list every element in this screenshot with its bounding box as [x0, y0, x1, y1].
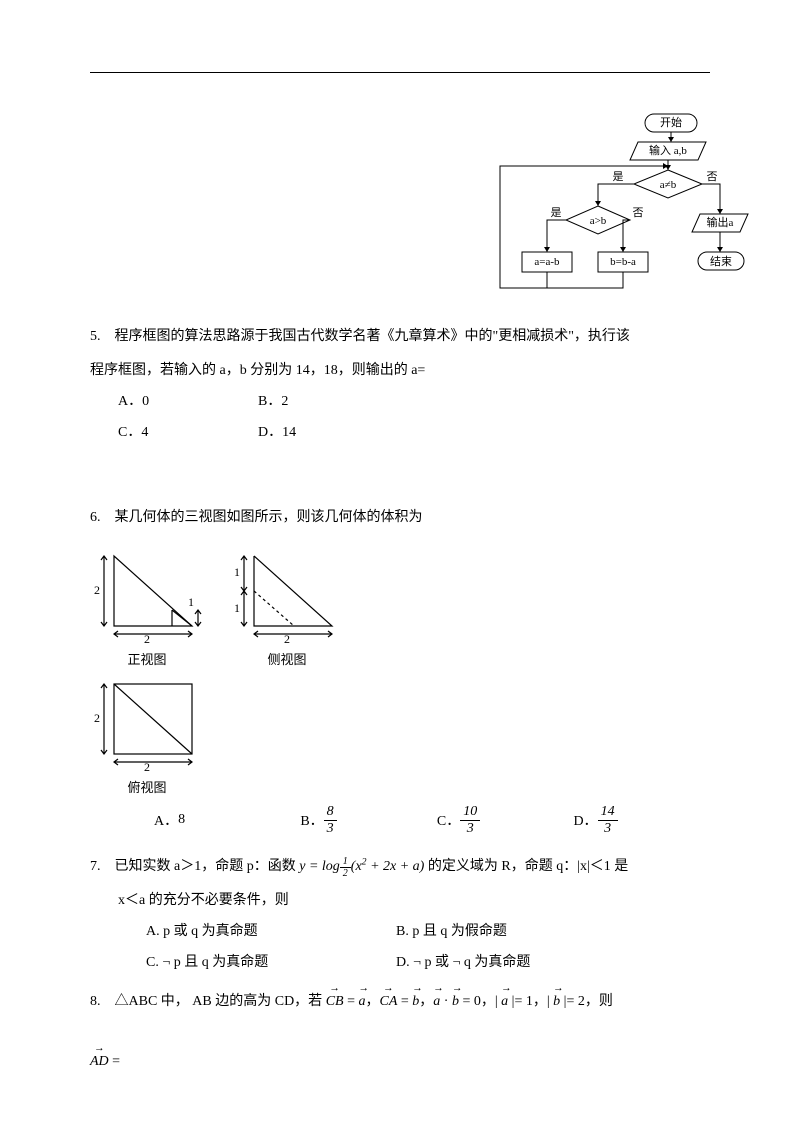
- q7-num: 7.: [90, 859, 101, 874]
- q5-flowchart: 开始 输入 a,b a≠b a>b a=a-b b=b-a 输出a 结束 是 否…: [480, 110, 750, 320]
- vec-b3: b: [553, 985, 560, 1019]
- q7-opt-d: D. ¬ p 或 ¬ q 为真命题: [396, 948, 530, 979]
- q7-opt-a: A. p 或 q 为真命题: [146, 917, 396, 948]
- vec-b2: b: [452, 985, 459, 1019]
- vec-ad: AD: [90, 1045, 109, 1079]
- fc-input: 输入 a,b: [649, 143, 687, 157]
- front-w-label: 2: [144, 632, 150, 646]
- vec-a2: a: [433, 985, 440, 1019]
- q7-t1b: 的定义域为 R，命题 q：|x|＜1 是: [424, 859, 628, 874]
- side-h1: 1: [234, 565, 240, 579]
- side-label: 侧视图: [267, 649, 306, 668]
- q7-arg: (x: [351, 859, 362, 874]
- q8-eq2: =: [397, 994, 412, 1009]
- q5-opt-b: B．2: [258, 387, 398, 418]
- q6-opt-c: C．103: [437, 804, 574, 836]
- q5-opt-a: A．0: [118, 387, 258, 418]
- side-h2: 1: [234, 601, 240, 615]
- q8-pre: △ABC 中， AB 边的高为 CD，若: [115, 994, 326, 1009]
- q8-m1: |= 1，|: [508, 994, 553, 1009]
- q7-based: 2: [340, 868, 351, 879]
- fc-output: 输出a: [707, 215, 734, 229]
- q7-eq: = log: [305, 859, 339, 874]
- fc-cond2: a>b: [590, 215, 607, 227]
- fc-no2: 否: [633, 207, 644, 219]
- q8-dot: ·: [440, 994, 452, 1009]
- q8-c2: ，: [419, 994, 433, 1009]
- fc-asgn1: a=a-b: [534, 256, 560, 268]
- q8-eq0: = 0，|: [459, 994, 501, 1009]
- fc-yes2: 是: [551, 206, 562, 219]
- view-side: 1 1 2 侧视图: [232, 546, 342, 668]
- q8-num: 8.: [90, 994, 101, 1009]
- vec-b: b: [412, 985, 419, 1019]
- fc-cond1: a≠b: [660, 179, 677, 191]
- q7-rest: + 2x + a): [367, 859, 425, 874]
- fc-asgn2: b=b-a: [610, 256, 636, 268]
- q6-text: 某几何体的三视图如图所示，则该几何体的体积为: [115, 510, 423, 525]
- q5-num: 5.: [90, 329, 101, 344]
- q5-opt-c: C．4: [118, 418, 258, 449]
- page-top-rule: [90, 72, 710, 73]
- q8-eqend: =: [109, 1054, 120, 1069]
- q5-opt-d: D．14: [258, 418, 398, 449]
- q7: 7. 已知实数 a＞1，命题 p：函数 y = log12(x2 + 2x + …: [90, 850, 710, 979]
- q6-opt-d: D．143: [573, 804, 710, 836]
- q6: 6. 某几何体的三视图如图所示，则该几何体的体积为 2 2 1: [90, 501, 710, 836]
- front-inner: 1: [188, 595, 194, 609]
- fc-start: 开始: [660, 115, 682, 129]
- front-label: 正视图: [127, 649, 166, 668]
- fc-end: 结束: [710, 255, 732, 268]
- q7-opt-b: B. p 且 q 为假命题: [396, 917, 507, 948]
- q8-c1: ，: [365, 994, 379, 1009]
- q7-basen: 1: [340, 856, 351, 868]
- top-w-label: 2: [144, 760, 150, 774]
- vec-cb: CB: [326, 985, 344, 1019]
- q5-text1: 程序框图的算法思路源于我国古代数学名著《九章算术》中的"更相减损术"，执行该: [115, 329, 630, 344]
- side-w-label: 2: [284, 632, 290, 646]
- top-label: 俯视图: [127, 777, 166, 796]
- q6-opt-b: B．83: [300, 804, 437, 836]
- q8: 8. △ABC 中， AB 边的高为 CD，若 CB = a，CA = b，a …: [90, 985, 710, 1078]
- q5-text2: 程序框图，若输入的 a，b 分别为 14，18，则输出的 a=: [90, 354, 710, 388]
- vec-a: a: [358, 985, 365, 1019]
- vec-a3: a: [501, 985, 508, 1019]
- q5: 5. 程序框图的算法思路源于我国古代数学名著《九章算术》中的"更相减损术"，执行…: [90, 320, 710, 449]
- q7-t1a: 已知实数 a＞1，命题 p：函数: [115, 859, 300, 874]
- q6-opt-a: A．8: [154, 810, 300, 830]
- q6-num: 6.: [90, 510, 101, 525]
- view-front: 2 2 1 2 正视图: [92, 546, 202, 668]
- fc-no1: 否: [707, 171, 718, 183]
- q7-text2: x＜a 的充分不必要条件，则: [90, 884, 710, 918]
- q7-opt-c: C. ¬ p 且 q 为真命题: [146, 948, 396, 979]
- view-top: 2 2 俯视图: [92, 674, 202, 796]
- q8-m2: |= 2，则: [560, 994, 613, 1009]
- front-h: 2: [94, 583, 100, 597]
- q8-eq1: =: [344, 994, 359, 1009]
- fc-yes1: 是: [613, 170, 624, 183]
- top-h: 2: [94, 711, 100, 725]
- vec-ca: CA: [379, 985, 397, 1019]
